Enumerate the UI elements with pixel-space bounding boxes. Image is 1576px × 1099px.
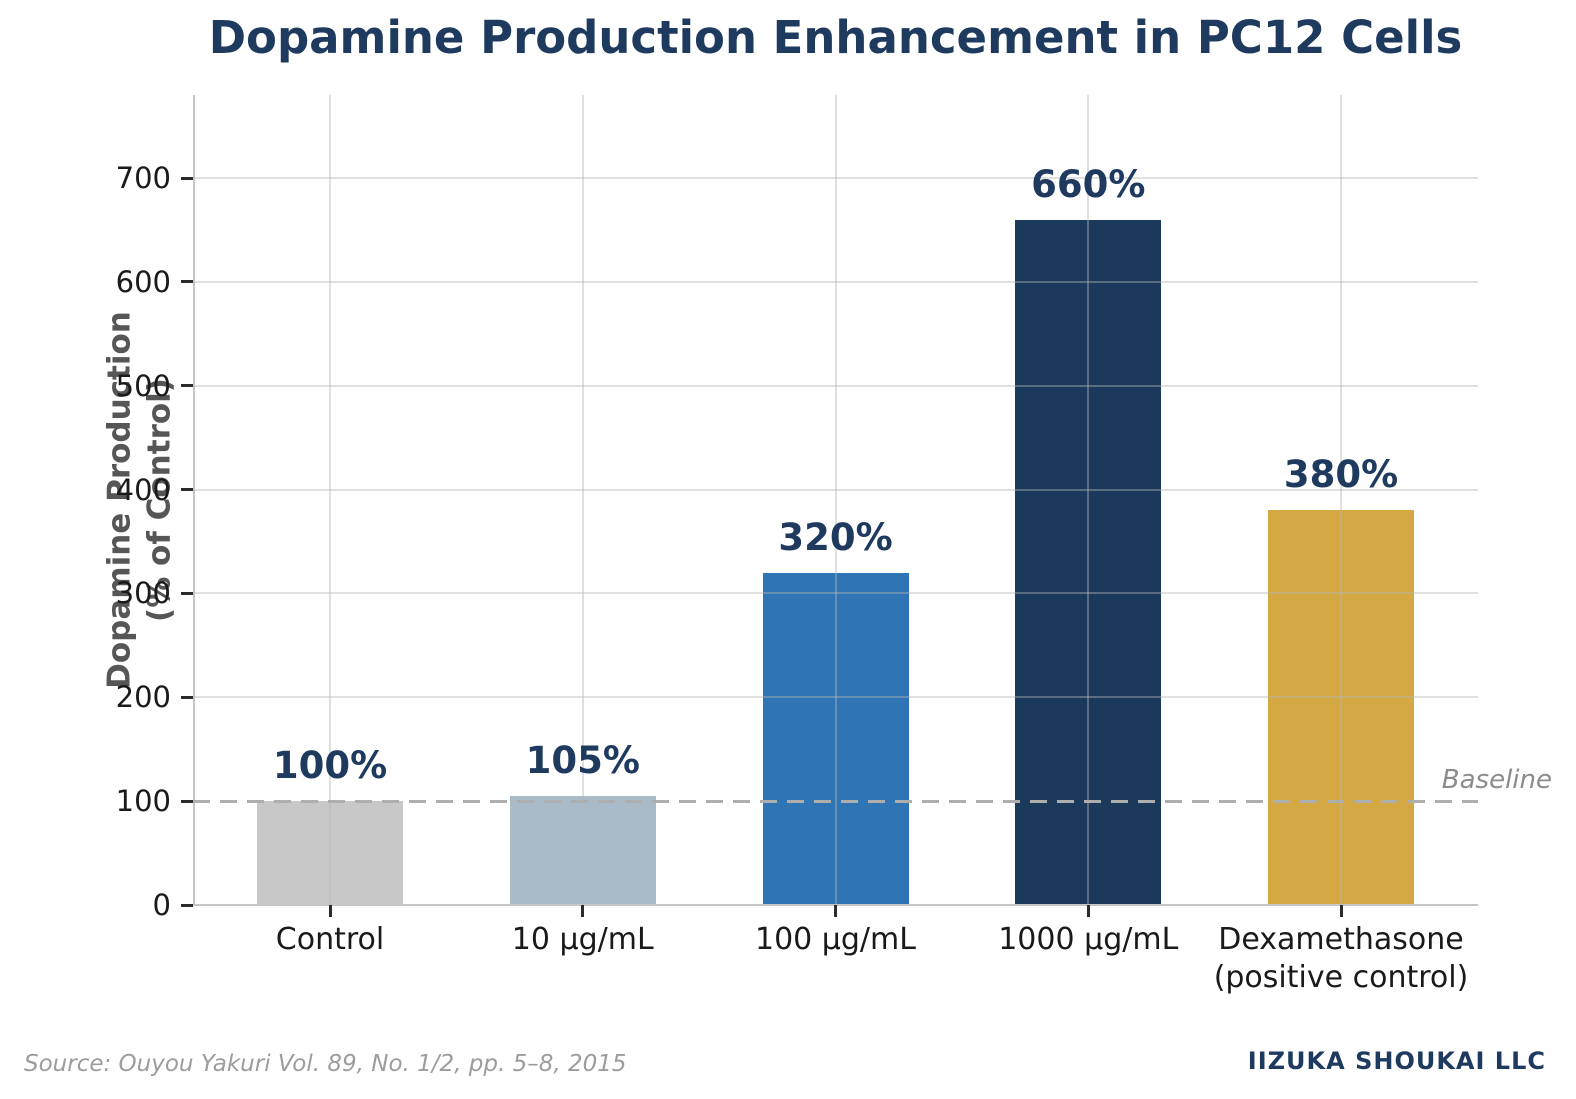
y-tick-label: 300 xyxy=(115,576,171,611)
x-tick-label: 100 μg/mL xyxy=(755,922,916,957)
vertical-gridline xyxy=(1087,95,1090,905)
horizontal-gridline xyxy=(193,696,1478,699)
horizontal-gridline xyxy=(193,384,1478,387)
y-tick-mark xyxy=(181,591,193,595)
y-tick-label: 400 xyxy=(115,472,171,507)
chart-title: Dopamine Production Enhancement in PC12 … xyxy=(208,11,1463,64)
vertical-gridline xyxy=(834,95,837,905)
x-tick-mark xyxy=(1086,905,1090,917)
x-tick-label: 10 μg/mL xyxy=(511,922,654,957)
y-tick-mark xyxy=(181,903,193,907)
bar xyxy=(1268,510,1414,905)
x-tick-mark xyxy=(328,905,332,917)
bar-value-label: 320% xyxy=(778,515,893,559)
bar-value-label: 100% xyxy=(272,744,388,788)
x-tick-mark xyxy=(834,905,837,917)
y-tick-mark xyxy=(181,799,193,803)
baseline-label: Baseline xyxy=(1441,765,1552,796)
horizontal-gridline xyxy=(193,280,1478,283)
source-note: Source: Ouyou Yakuri Vol. 89, No. 1/2, p… xyxy=(24,1051,627,1077)
y-tick-label: 600 xyxy=(115,264,171,299)
y-tick-label: 0 xyxy=(152,888,171,922)
y-tick-label: 100 xyxy=(115,784,171,819)
horizontal-gridline xyxy=(193,592,1478,595)
y-tick-label: 500 xyxy=(115,368,171,403)
y-tick-mark xyxy=(181,280,193,284)
y-tick-mark xyxy=(181,384,193,388)
y-tick-mark xyxy=(181,176,193,180)
bar-value-label: 660% xyxy=(1031,162,1146,206)
y-tick-label: 200 xyxy=(115,680,171,715)
vertical-gridline xyxy=(329,95,331,905)
x-tick-label: 1000 μg/mL xyxy=(998,922,1179,957)
bar xyxy=(762,572,909,905)
bar-value-label: 380% xyxy=(1283,453,1399,497)
horizontal-gridline xyxy=(193,488,1478,491)
baseline-line xyxy=(193,799,1478,803)
bar xyxy=(1015,219,1162,905)
x-tick-mark xyxy=(581,905,585,917)
vertical-gridline xyxy=(581,95,584,905)
horizontal-gridline xyxy=(193,177,1478,180)
bar xyxy=(257,801,403,905)
y-tick-label: 700 xyxy=(115,161,171,196)
x-tick-label: Control xyxy=(275,922,385,957)
y-tick-mark xyxy=(181,488,193,492)
company-name: IIZUKA SHOUKAI LLC xyxy=(1247,1047,1546,1075)
bar xyxy=(509,795,656,905)
vertical-gridline xyxy=(1340,95,1342,905)
x-tick-label: Dexamethasone (positive control) xyxy=(1213,922,1469,995)
x-tick-mark xyxy=(1339,905,1343,917)
plot-area: 0 100 200 300 400 500 600 700 100% Control 105% 10 … xyxy=(116,95,1552,995)
bar-value-label: 105% xyxy=(525,738,640,782)
y-axis-spine xyxy=(193,95,195,905)
y-tick-mark xyxy=(181,695,193,699)
